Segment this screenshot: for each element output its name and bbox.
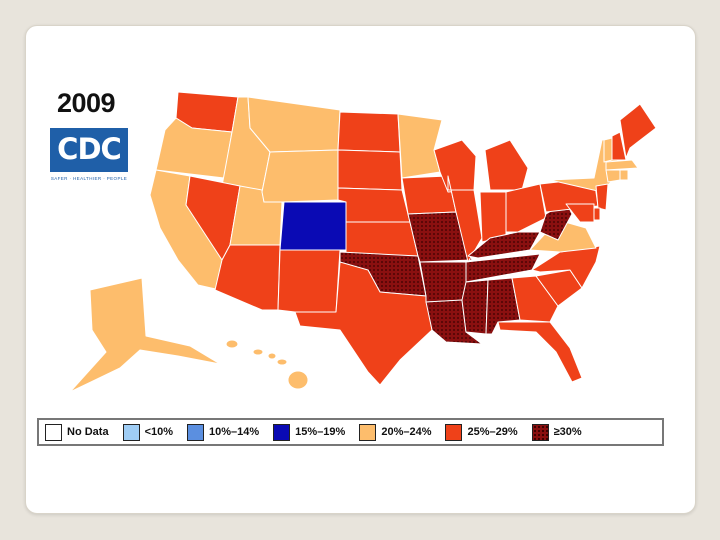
state-ri [619,169,629,181]
state-mi [484,139,529,191]
legend-label: No Data [67,426,109,438]
state-wy [261,149,339,203]
legend-item-nodata: No Data [45,423,109,441]
state-nm [277,249,341,313]
state-ak [69,277,221,393]
state-vt [603,137,613,163]
legend-label: 10%–14% [209,426,260,438]
legend-swatch [187,423,205,441]
state-mn [397,113,443,179]
state-fl [497,321,583,383]
cdc-logo-tagline: SAFER · HEALTHIER · PEOPLE [50,176,128,181]
state-ar [419,261,467,303]
state-oh [505,183,547,233]
map-legend: No Data <10% 10%–14% 15%–19% 20%–24% 25%–29% ≥… [37,418,664,446]
legend-swatch [531,423,549,441]
legend-label: 25%–29% [467,426,518,438]
legend-item-25to29: 25%–29% [445,423,518,441]
legend-item-20to24: 20%–24% [359,423,432,441]
state-nd [337,111,401,153]
state-me [619,103,657,159]
state-nj [595,183,609,211]
legend-swatch [445,423,463,441]
state-ma [605,159,639,171]
legend-label: 20%–24% [381,426,432,438]
state-in [479,191,507,243]
cdc-logo: CDC [50,128,128,172]
state-co [279,201,347,251]
legend-label: ≥30% [553,426,582,438]
cdc-logo-text: CDC [57,132,122,166]
state-md [565,203,595,223]
state-az [214,244,281,311]
legend-swatch [273,423,291,441]
state-ct [605,169,621,183]
state-tx [294,261,433,386]
legend-item-lt10: <10% [122,423,174,441]
legend-swatch [359,423,377,441]
state-hi [225,339,309,390]
state-mo [407,211,473,263]
state-sd [337,149,403,191]
map-year: 2009 [57,88,116,118]
state-ne [337,187,411,223]
state-ks [345,221,419,257]
legend-swatch [122,423,140,441]
state-ms [461,279,489,335]
legend-label: 15%–19% [295,426,346,438]
legend-label: <10% [144,426,174,438]
legend-item-10to14: 10%–14% [187,423,260,441]
state-de [593,207,601,221]
legend-item-15to19: 15%–19% [273,423,346,441]
state-ga [511,275,559,323]
legend-swatch [45,423,62,441]
legend-item-ge30: ≥30% [531,423,582,441]
